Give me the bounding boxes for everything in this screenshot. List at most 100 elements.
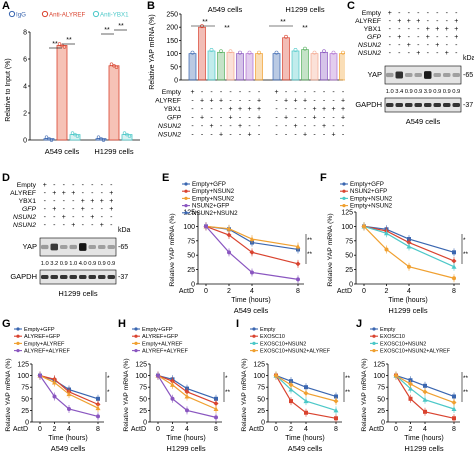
panel-d-matrix-cell: + — [62, 190, 66, 197]
panel-d-gapdh-band — [50, 275, 58, 279]
panel-j-point — [422, 397, 428, 402]
panel-b-cell-label: A549 cells — [208, 5, 243, 14]
panel-j-point — [408, 381, 413, 387]
panel-a-point — [99, 136, 103, 141]
panel-b-point — [228, 49, 233, 54]
panel-d-row-label: NSUN2 — [13, 214, 36, 221]
panel-c-matrix-cell: - — [398, 26, 401, 33]
panel-d-matrix-cell: - — [82, 222, 85, 229]
panel-d-matrix-cell: + — [90, 214, 94, 221]
panel-c-matrix-cell: - — [436, 18, 439, 25]
panel-b-matrix-cell: - — [248, 98, 251, 105]
panel-d-matrix-cell: - — [44, 198, 47, 205]
panel-j-actd-label: ActD — [369, 426, 384, 433]
panel-b-row-label: GFP — [167, 115, 181, 122]
panel-i-x-tick-label: 4 — [304, 426, 308, 433]
panel-c-matrix-cell: - — [417, 10, 420, 17]
panel-i-point — [273, 373, 279, 379]
panel-g-x-tick-label: 4 — [67, 426, 71, 433]
panel-letter-j: J — [356, 318, 363, 330]
panel-i-y-tick-label: 50 — [257, 396, 265, 403]
panel-i-point — [304, 410, 308, 415]
panel-f-y-tick-label: 50 — [345, 253, 353, 260]
panel-j-x-tick-label: 8 — [452, 426, 456, 433]
panel-j-legend-label: EXOSC10 — [380, 334, 405, 340]
panel-b-bar — [226, 51, 235, 81]
panel-b-point — [209, 48, 214, 52]
panel-g-ylabel: Relative YAP mRNA (%) — [5, 358, 12, 431]
panel-b-matrix-cell: + — [257, 98, 261, 105]
panel-c-gapdh-band — [414, 103, 422, 107]
panel-c-matrix-cell: - — [417, 26, 420, 33]
panel-j-x-tick-label: 2 — [409, 426, 413, 433]
panel-b-matrix-cell: - — [285, 132, 288, 139]
panel-d-matrix-cell: + — [62, 214, 66, 221]
panel-g-series-line — [39, 375, 99, 409]
panel-h-legend-label: ALYREF+GFP — [142, 334, 178, 340]
panel-c-row-label: NSUN2 — [358, 50, 381, 57]
panel-d-yap-band — [107, 244, 115, 250]
panel-j-legend-marker — [372, 334, 376, 338]
panel-j-point — [452, 416, 456, 421]
panel-d-quant: 1.0 — [41, 261, 49, 267]
panel-b-bar — [255, 53, 263, 81]
panel-f-x-tick-label: 4 — [407, 288, 411, 295]
panel-c-matrix-cell: - — [427, 10, 430, 17]
panel-i-sig: ** — [345, 389, 351, 396]
panel-d-matrix-cell: + — [109, 190, 113, 197]
panel-i-point — [288, 387, 294, 392]
panel-a-point — [127, 134, 132, 138]
panel-b-matrix-cell: - — [258, 123, 261, 130]
panel-e-x-tick-label: 2 — [227, 288, 231, 295]
panel-c-matrix-cell: - — [389, 34, 392, 41]
panel-a-group-label: H1299 cells — [94, 147, 133, 156]
panel-d-matrix-cell: + — [52, 190, 56, 197]
panel-d-matrix-cell: - — [110, 222, 113, 229]
panel-b-matrix-cell: - — [239, 89, 242, 96]
panel-j-sig: ** — [463, 389, 469, 396]
panel-i-y-tick-label: 100 — [253, 373, 265, 380]
panel-e-y-tick-label: 75 — [187, 238, 195, 245]
panel-g-point — [66, 391, 72, 397]
panel-b-ylabel: Relative YAP mRNA (%) — [149, 14, 156, 89]
panel-c-gapdh-label: GAPDH — [355, 100, 382, 109]
panel-i-point — [303, 398, 309, 404]
panel-b-matrix-cell: - — [210, 115, 213, 122]
panel-j-point — [408, 386, 413, 391]
panel-a-point — [122, 131, 127, 135]
panel-h-point — [184, 389, 190, 395]
panel-d-matrix-cell: + — [71, 222, 75, 229]
panel-a-point — [70, 131, 75, 135]
panel-h-point — [213, 406, 219, 412]
panel-b-bar — [320, 51, 328, 81]
panel-e-ylabel: Relative YAP mRNA (%) — [169, 213, 176, 286]
panel-g-point — [52, 394, 57, 399]
panel-b-matrix-cell: - — [342, 132, 345, 139]
panel-c-matrix-cell: - — [427, 42, 430, 49]
panel-b-matrix-cell: + — [341, 115, 345, 122]
panel-b-matrix-cell: - — [191, 106, 194, 113]
panel-a-point — [125, 132, 129, 137]
panel-c-gapdh-band — [405, 103, 413, 107]
panel-c-yap-band — [433, 72, 441, 78]
panel-letter-c: C — [347, 0, 355, 12]
panel-a-group-label: A549 cells — [45, 147, 80, 156]
panel-a-y-tick-label: 8 — [23, 30, 27, 37]
panel-e-x-tick-label: 8 — [296, 288, 300, 295]
panel-c-matrix-cell: - — [389, 18, 392, 25]
panel-c-row-label: GFP — [367, 34, 381, 41]
panel-e-sig: ** — [307, 237, 313, 244]
panel-b-matrix-cell: + — [312, 106, 316, 113]
panel-j-x-tick-label: 0 — [394, 426, 398, 433]
panel-d-yap-band — [60, 244, 68, 250]
panel-j-y-tick-label: 100 — [373, 373, 385, 380]
panel-d-gapdh-label: GAPDH — [10, 272, 37, 281]
panel-e-y-tick-label: 0 — [191, 282, 195, 289]
panel-e-legend-marker — [184, 189, 188, 193]
panel-c-matrix-cell: + — [397, 34, 401, 41]
panel-h-series-line — [157, 375, 217, 400]
panel-a-sig: ** — [52, 41, 58, 48]
panel-b-bar — [245, 53, 254, 81]
panel-d-kda-yap: -65 — [118, 244, 128, 251]
